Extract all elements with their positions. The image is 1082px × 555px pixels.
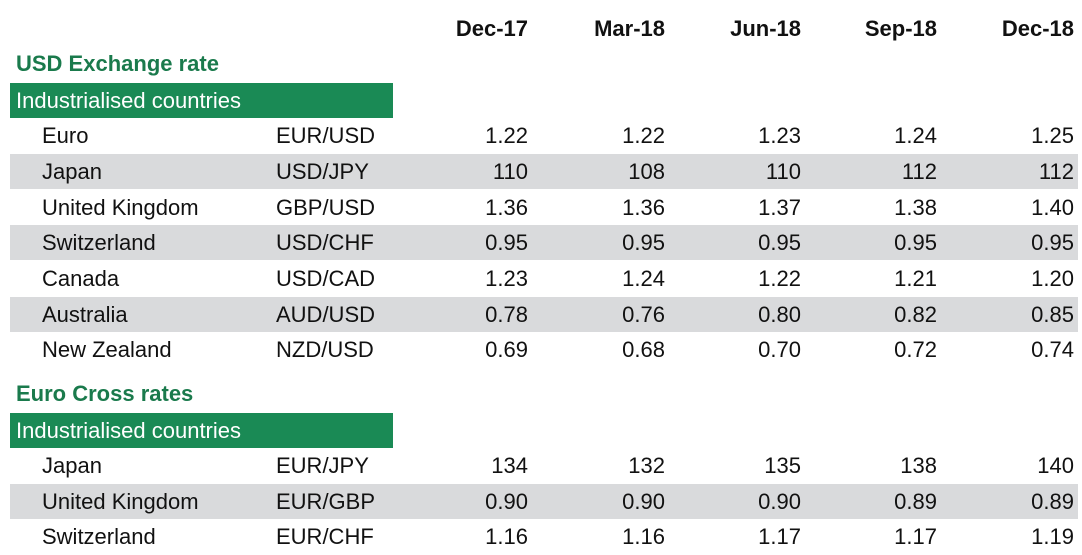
table-row: United Kingdom GBP/USD 1.36 1.36 1.37 1.…: [10, 190, 1078, 225]
rate-value: 140: [1037, 453, 1074, 478]
rate-value: 1.22: [485, 123, 528, 148]
country-name: Switzerland: [42, 524, 156, 549]
rate-value: 110: [492, 159, 528, 184]
rate-value: 1.23: [758, 123, 801, 148]
currency-pair: USD/CAD: [276, 266, 376, 291]
column-header-row: Dec-17 Mar-18 Jun-18 Sep-18 Dec-18: [0, 14, 1082, 44]
rate-value: 1.19: [1031, 524, 1074, 549]
column-header: Sep-18: [864, 16, 937, 41]
rate-value: 0.95: [1031, 230, 1074, 255]
rate-value: 0.68: [622, 337, 665, 362]
rate-value: 0.69: [485, 337, 528, 362]
rate-value: 1.24: [894, 123, 937, 148]
rate-value: 1.17: [758, 524, 801, 549]
rate-value: 0.90: [485, 489, 528, 514]
rate-value: 1.37: [758, 195, 801, 220]
table-row: New Zealand NZD/USD 0.69 0.68 0.70 0.72 …: [10, 332, 1078, 367]
currency-pair: NZD/USD: [276, 337, 374, 362]
rate-value: 0.95: [758, 230, 801, 255]
rate-value: 1.36: [622, 195, 665, 220]
rate-value: 0.90: [758, 489, 801, 514]
rate-value: 0.89: [894, 489, 937, 514]
rate-value: 112: [901, 159, 937, 184]
rate-value: 134: [491, 453, 528, 478]
column-header: Dec-18: [1001, 16, 1074, 41]
rate-value: 110: [765, 159, 801, 184]
rate-value: 0.95: [622, 230, 665, 255]
table-row: Canada USD/CAD 1.23 1.24 1.22 1.21 1.20: [10, 261, 1078, 296]
table-row: Euro EUR/USD 1.22 1.22 1.23 1.24 1.25: [10, 118, 1078, 153]
rate-value: 1.40: [1031, 195, 1074, 220]
rate-value: 1.22: [758, 266, 801, 291]
currency-pair: EUR/JPY: [276, 453, 369, 478]
country-name: New Zealand: [42, 337, 172, 362]
rate-value: 1.24: [622, 266, 665, 291]
currency-pair: EUR/GBP: [276, 489, 376, 514]
country-name: Australia: [42, 302, 128, 327]
column-header: Mar-18: [594, 16, 665, 41]
country-name: Canada: [42, 266, 120, 291]
table-row: Switzerland EUR/CHF 1.16 1.16 1.17 1.17 …: [10, 519, 1078, 554]
rate-value: 0.78: [485, 302, 528, 327]
rate-value: 1.22: [622, 123, 665, 148]
table-row: Australia AUD/USD 0.78 0.76 0.80 0.82 0.…: [10, 297, 1078, 332]
currency-pair: EUR/USD: [276, 123, 376, 148]
rate-value: 112: [1038, 159, 1074, 184]
rate-value: 1.17: [894, 524, 937, 549]
rate-value: 1.21: [894, 266, 937, 291]
group-header-industrialised: Industrialised countries: [10, 413, 393, 448]
rate-value: 1.36: [485, 195, 528, 220]
rate-value: 1.23: [485, 266, 528, 291]
rate-value: 0.89: [1031, 489, 1074, 514]
currency-pair: USD/CHF: [276, 230, 374, 255]
column-header: Jun-18: [730, 16, 801, 41]
rate-value: 0.95: [894, 230, 937, 255]
rate-value: 132: [628, 453, 665, 478]
currency-pair: USD/JPY: [276, 159, 369, 184]
table-row: Japan USD/JPY 110 108 110 112 112: [10, 154, 1078, 189]
rate-value: 0.74: [1031, 337, 1074, 362]
rate-value: 0.80: [758, 302, 801, 327]
rate-value: 1.38: [894, 195, 937, 220]
table-row: United Kingdom EUR/GBP 0.90 0.90 0.90 0.…: [10, 484, 1078, 519]
rate-value: 108: [628, 159, 665, 184]
rate-value: 135: [764, 453, 801, 478]
rate-value: 0.95: [485, 230, 528, 255]
country-name: United Kingdom: [42, 489, 199, 514]
section-title-euro-cross-rates: Euro Cross rates: [16, 381, 194, 406]
column-header: Dec-17: [455, 16, 528, 41]
currency-pair: EUR/CHF: [276, 524, 374, 549]
rate-value: 0.72: [894, 337, 937, 362]
rate-value: 0.85: [1031, 302, 1074, 327]
section-title-usd-exchange-rate: USD Exchange rate: [16, 51, 219, 76]
rate-value: 1.16: [622, 524, 665, 549]
country-name: Japan: [42, 453, 102, 478]
rate-value: 138: [900, 453, 937, 478]
rate-value: 0.70: [758, 337, 801, 362]
country-name: Switzerland: [42, 230, 156, 255]
country-name: United Kingdom: [42, 195, 199, 220]
rate-value: 0.76: [622, 302, 665, 327]
rate-value: 1.25: [1031, 123, 1074, 148]
rate-value: 0.90: [622, 489, 665, 514]
table-row: Japan EUR/JPY 134 132 135 138 140: [10, 448, 1078, 483]
currency-pair: AUD/USD: [276, 302, 376, 327]
country-name: Euro: [42, 123, 89, 148]
currency-pair: GBP/USD: [276, 195, 376, 220]
rate-value: 0.82: [894, 302, 937, 327]
rate-value: 1.20: [1031, 266, 1074, 291]
group-header-industrialised: Industrialised countries: [10, 83, 393, 118]
table-row: Switzerland USD/CHF 0.95 0.95 0.95 0.95 …: [10, 225, 1078, 260]
country-name: Japan: [42, 159, 102, 184]
rate-value: 1.16: [485, 524, 528, 549]
